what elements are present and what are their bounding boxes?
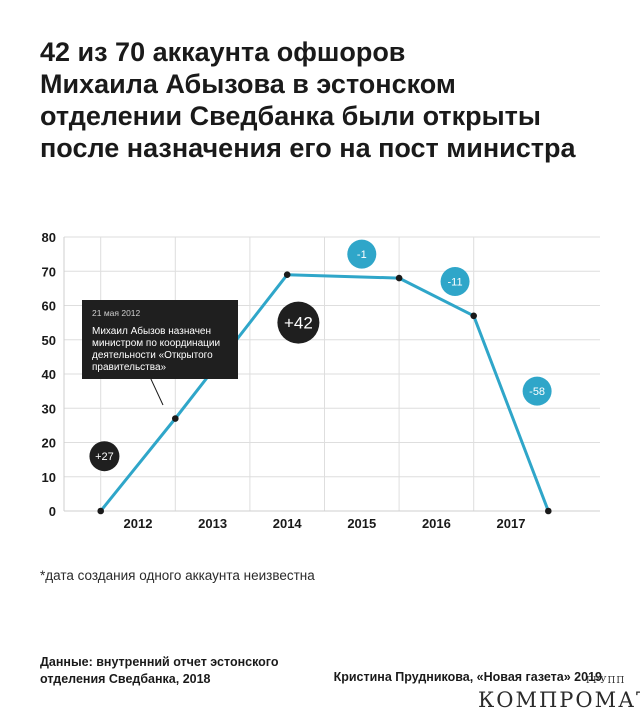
change-badges: +27 +42 -1 -11 -58 [89, 239, 552, 472]
change-badge-label: +42 [284, 314, 313, 333]
y-tick-label: 80 [42, 230, 56, 245]
change-badge [347, 239, 377, 269]
y-tick-labels: 0 10 20 30 40 50 60 70 80 [42, 230, 56, 519]
y-tick-label: 50 [42, 333, 56, 348]
chart-title: 42 из 70 аккаунта офшоров Михаила Абызов… [40, 36, 630, 164]
change-badge-label: -58 [529, 386, 545, 398]
footnote: *дата создания одного аккаунта неизвестн… [40, 568, 315, 583]
change-badge [277, 301, 320, 344]
title-line: отделении Сведбанка были открыты [40, 101, 541, 131]
annotation-box [82, 300, 238, 379]
annotation-callout: 21 мая 2012 Михаил Абызов назначен минис… [82, 300, 238, 406]
data-source: Данные: внутренний отчет эстонского отде… [40, 654, 340, 688]
x-tick-label: 2017 [497, 516, 526, 531]
change-badge [522, 376, 552, 406]
title-line: 42 из 70 аккаунта офшоров [40, 37, 406, 67]
series-line-group [99, 273, 550, 513]
x-tick-label: 2012 [124, 516, 153, 531]
y-tick-label: 10 [42, 470, 56, 485]
data-point [545, 507, 552, 515]
y-tick-label: 0 [49, 504, 56, 519]
annotation-date: 21 мая 2012 [92, 308, 141, 318]
source-line: отделения Сведбанка, 2018 [40, 672, 211, 686]
grid-lines [64, 236, 600, 511]
series-line [99, 273, 550, 513]
change-badge-label: -1 [357, 249, 367, 261]
data-point [97, 507, 104, 515]
y-tick-label: 70 [42, 264, 56, 279]
x-tick-label: 2016 [422, 516, 451, 531]
title-line: после назначения его на пост министра [40, 133, 576, 163]
data-point [395, 274, 403, 282]
data-points [97, 271, 552, 515]
data-point [172, 415, 179, 422]
data-point [283, 271, 291, 278]
y-tick-label: 40 [42, 367, 56, 382]
title-line: Михаила Абызова в эстонском [40, 69, 456, 99]
watermark: КОМПРОМАТ [478, 688, 640, 712]
y-tick-label: 20 [42, 436, 56, 451]
y-tick-label: 30 [42, 401, 56, 416]
change-badge [89, 441, 120, 472]
annotation-text-line: министром по координации [92, 338, 220, 349]
y-tick-label: 60 [42, 299, 56, 314]
annotation-text-line: Михаил Абызов назначен [92, 325, 211, 337]
annotation-text-line: деятельности «Открытого [92, 350, 213, 361]
change-badge-label: +27 [95, 451, 114, 463]
watermark-sub: ГРУПП [586, 676, 626, 686]
change-badge-label: -11 [448, 277, 463, 289]
x-tick-labels: 2012 2013 2014 2015 2016 2017 [124, 516, 526, 531]
annotation-pointer [149, 376, 164, 406]
annotation-text-line: правительства» [92, 362, 167, 373]
author-credit: Кристина Прудникова, «Новая газета» 2019 [333, 670, 602, 684]
change-badge [440, 267, 470, 297]
source-line: Данные: внутренний отчет эстонского [40, 655, 279, 669]
x-tick-label: 2015 [347, 516, 376, 531]
axes [63, 237, 600, 512]
x-tick-label: 2014 [273, 516, 303, 531]
data-point [470, 312, 478, 320]
x-tick-label: 2013 [198, 516, 227, 531]
